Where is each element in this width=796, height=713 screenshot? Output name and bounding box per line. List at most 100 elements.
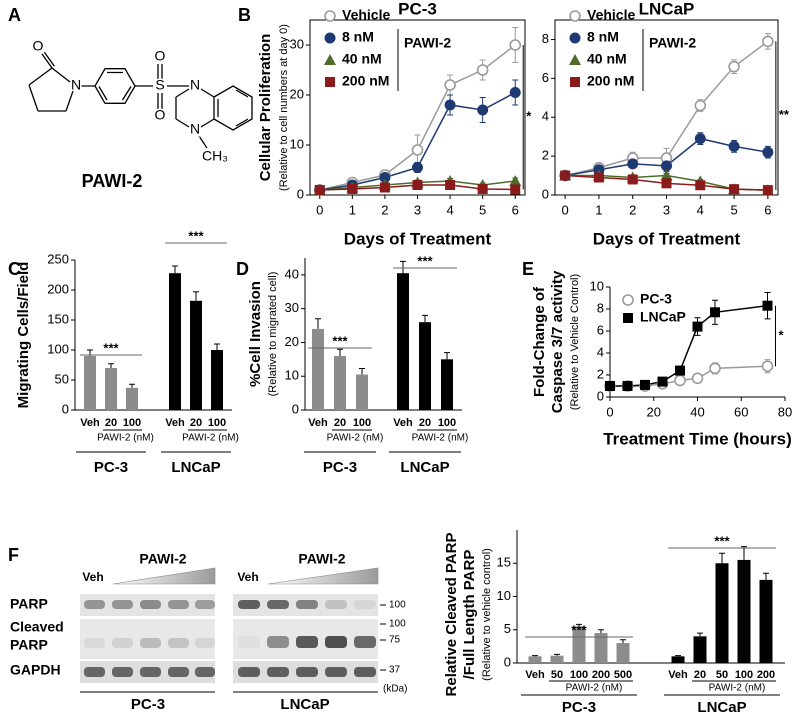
significance-label: *** xyxy=(332,333,348,348)
error-bar xyxy=(108,363,114,368)
x-tick-label: 100 xyxy=(438,417,456,429)
bar xyxy=(737,559,751,663)
bar xyxy=(594,633,608,663)
treatment-label: PAWI-2 (nM) xyxy=(709,683,766,694)
control-label: Veh xyxy=(237,570,258,584)
data-point xyxy=(347,184,358,194)
legend-marker xyxy=(325,77,335,87)
atom-label: N xyxy=(190,121,200,137)
legend-group-label: PAWI-2 xyxy=(404,35,451,51)
data-point xyxy=(762,35,774,48)
x-tick-label: 200 xyxy=(757,669,775,681)
y-tick-label: 250 xyxy=(47,251,69,266)
error-bar xyxy=(172,265,178,274)
x-tick-label: 1 xyxy=(595,202,602,217)
row-label: GAPDH xyxy=(10,662,61,678)
panel-label: F xyxy=(8,545,19,565)
error-bar xyxy=(719,552,725,564)
atom-label: O xyxy=(33,38,44,54)
y-axis-sublabel: (Relative to migrated cell) xyxy=(267,272,279,397)
x-tick-label: 0 xyxy=(606,404,613,419)
data-point xyxy=(762,185,773,196)
y-tick-label: 6 xyxy=(542,70,549,85)
group-label: PC-3 xyxy=(323,459,357,476)
error-bar xyxy=(129,383,135,388)
error-bar xyxy=(193,291,199,301)
error-bar xyxy=(697,632,703,637)
x-tick-label: 4 xyxy=(697,202,704,217)
x-tick-label: 0 xyxy=(316,202,323,217)
y-axis-label: %Cell Invasion xyxy=(247,281,264,387)
x-tick-label: 500 xyxy=(614,669,632,681)
legend-label: Vehicle xyxy=(342,7,390,23)
panel-label: B xyxy=(238,5,251,25)
y-axis-label: Fold-Change of xyxy=(531,286,548,397)
data-point xyxy=(509,175,522,186)
significance-label: ** xyxy=(779,107,790,122)
x-tick-label: 2 xyxy=(629,202,636,217)
size-marker: 100 xyxy=(389,600,406,611)
dose-wedge xyxy=(267,567,379,585)
treatment-label: PAWI-2 (nM) xyxy=(566,683,623,694)
x-axis-label: Treatment Time (hours) xyxy=(603,429,792,448)
significance-label: *** xyxy=(571,622,587,637)
x-tick-label: 40 xyxy=(690,404,704,419)
x-tick-label: 100 xyxy=(353,417,371,429)
y-tick-label: 5 xyxy=(504,621,511,636)
chart-title: PC-3 xyxy=(398,0,437,18)
bar xyxy=(126,387,138,410)
y-tick-label: 20 xyxy=(290,86,304,101)
cell-line-label: LNCaP xyxy=(280,696,329,713)
x-axis-label: Days of Treatment xyxy=(593,229,741,248)
data-point xyxy=(627,158,639,170)
y-axis-sublabel: (Relative to cell numbers at day 0) xyxy=(278,24,290,191)
atom-label: S xyxy=(155,77,164,93)
chemical-structure: O N S O O N N CH₃ PAWI-2 xyxy=(28,36,253,191)
data-point xyxy=(761,360,774,373)
treatment-label: PAWI-2 (nM) xyxy=(182,433,239,444)
y-tick-label: 0 xyxy=(62,401,69,416)
data-point xyxy=(445,180,456,190)
legend-marker xyxy=(324,10,336,22)
data-point xyxy=(709,362,721,375)
data-point xyxy=(657,376,668,387)
y-tick-label: 8 xyxy=(542,31,549,46)
legend-label: 200 nM xyxy=(587,73,634,89)
x-tick-label: 200 xyxy=(592,669,610,681)
x-tick-label: 20 xyxy=(105,417,117,429)
bar xyxy=(397,273,409,410)
bar xyxy=(419,322,431,410)
x-tick-label: Veh xyxy=(668,669,688,681)
y-tick-label: 10 xyxy=(285,368,299,383)
data-point xyxy=(379,172,391,183)
dose-wedge xyxy=(112,567,216,585)
legend-label: 40 nM xyxy=(342,51,382,67)
series-line xyxy=(610,304,768,387)
x-tick-label: 3 xyxy=(414,202,421,217)
blot-image xyxy=(80,594,386,683)
error-bar xyxy=(576,623,582,627)
y-axis-label: Relative Cleaved PARP xyxy=(443,533,460,697)
data-point xyxy=(477,104,489,116)
legend-label: 8 nM xyxy=(342,29,374,45)
data-point xyxy=(728,60,740,73)
data-point xyxy=(627,174,638,185)
data-point xyxy=(694,133,706,145)
data-point xyxy=(674,374,686,387)
x-tick-label: 2 xyxy=(381,202,388,217)
bar xyxy=(715,563,729,663)
x-tick-label: 20 xyxy=(334,417,346,429)
y-tick-label: 100 xyxy=(47,341,69,356)
x-tick-label: Veh xyxy=(525,669,545,681)
atom-label: N xyxy=(71,77,81,93)
y-tick-label: 30 xyxy=(285,300,299,315)
data-point xyxy=(694,99,707,112)
error-bar xyxy=(532,655,538,657)
legend-label: 8 nM xyxy=(587,29,619,45)
bar xyxy=(671,656,685,663)
atom-label: O xyxy=(155,48,166,64)
error-bar xyxy=(763,572,769,580)
y-tick-label: 150 xyxy=(47,311,69,326)
data-point xyxy=(379,182,390,193)
